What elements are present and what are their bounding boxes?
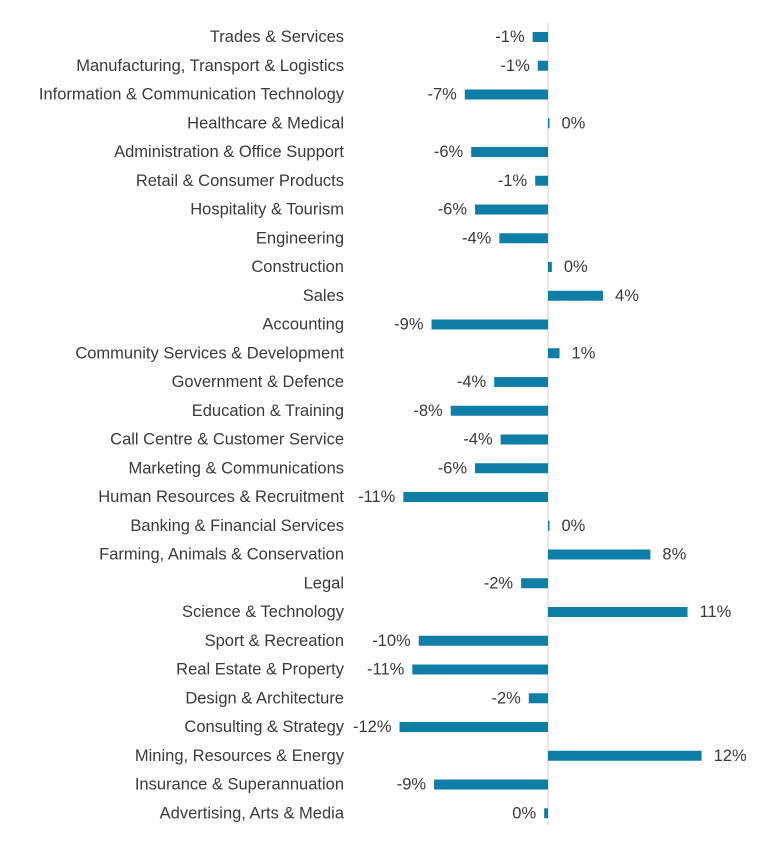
bar [475, 204, 548, 215]
value-label: 8% [662, 546, 686, 564]
value-label: -1% [498, 172, 528, 190]
category-label: Design & Architecture [185, 689, 344, 707]
value-label: -6% [438, 459, 468, 477]
category-label: Insurance & Superannuation [135, 776, 344, 794]
value-label: 0% [562, 114, 586, 132]
value-label: 0% [564, 258, 588, 276]
bar [548, 348, 560, 359]
bar [548, 520, 550, 531]
value-label: -2% [484, 574, 514, 592]
labels-layer: Trades & Services -1% Manufacturing, Trans… [39, 28, 747, 822]
category-label: Community Services & Development [75, 344, 344, 362]
bar [418, 635, 548, 646]
bar [521, 578, 548, 589]
category-label: Call Centre & Customer Service [110, 431, 344, 449]
category-label: Education & Training [192, 402, 344, 420]
category-label: Real Estate & Property [176, 661, 345, 679]
bar [494, 377, 548, 387]
category-label: Consulting & Strategy [184, 718, 344, 736]
value-label: -1% [495, 28, 525, 46]
value-label: -11% [358, 488, 396, 506]
category-label: Construction [251, 258, 344, 276]
value-label: 4% [615, 287, 639, 305]
bar [548, 750, 702, 761]
value-label: 12% [714, 747, 747, 765]
bar [548, 118, 550, 129]
value-label: -1% [500, 57, 530, 75]
bar [500, 434, 548, 445]
category-label: Human Resources & Recruitment [98, 488, 344, 506]
category-label: Science & Technology [182, 603, 345, 621]
value-label: -12% [353, 718, 392, 736]
value-label: -10% [372, 632, 411, 650]
category-label: Farming, Animals & Conservation [99, 546, 344, 564]
bar [499, 233, 548, 244]
value-label: -9% [394, 316, 424, 334]
bar [548, 607, 688, 617]
category-label: Mining, Resources & Energy [135, 747, 345, 765]
category-label: Retail & Consumer Products [136, 172, 344, 190]
value-label: -6% [434, 143, 464, 161]
category-label: Advertising, Arts & Media [160, 804, 345, 822]
bar [399, 722, 548, 732]
value-label: -7% [427, 86, 457, 104]
bar [548, 549, 651, 560]
value-label: -4% [457, 373, 487, 391]
bar [403, 492, 548, 502]
category-label: Trades & Services [210, 28, 344, 46]
bar [431, 319, 548, 330]
bar [537, 60, 548, 71]
bar [434, 779, 548, 790]
category-label: Healthcare & Medical [187, 114, 344, 132]
bar [535, 175, 548, 186]
bar [450, 405, 548, 416]
category-label: Marketing & Communications [129, 459, 345, 477]
value-label: -2% [491, 689, 521, 707]
bar [471, 147, 548, 157]
category-label: Sport & Recreation [205, 632, 344, 650]
category-label: Administration & Office Support [114, 143, 344, 161]
category-label: Engineering [256, 229, 344, 247]
value-label: -8% [413, 402, 443, 420]
value-label: 0% [512, 804, 536, 822]
value-label: -6% [438, 201, 468, 219]
value-label: -4% [462, 229, 492, 247]
category-label: Legal [304, 574, 344, 592]
bar [544, 808, 548, 819]
bar [548, 290, 604, 301]
bar [532, 32, 548, 42]
value-label: 0% [562, 517, 586, 535]
value-label: -4% [463, 431, 493, 449]
value-label: 1% [572, 344, 596, 362]
category-label: Information & Communication Technology [39, 86, 345, 104]
bars-layer [399, 32, 702, 819]
category-label: Hospitality & Tourism [190, 201, 344, 219]
bar [412, 664, 548, 675]
category-label: Sales [303, 287, 344, 305]
bar [528, 693, 548, 704]
bar [475, 463, 548, 474]
bar [548, 262, 552, 272]
value-label: -11% [367, 661, 405, 679]
value-label: 11% [700, 603, 732, 621]
category-label: Accounting [262, 316, 344, 334]
category-label: Banking & Financial Services [130, 517, 344, 535]
bar [464, 89, 548, 100]
category-label: Manufacturing, Transport & Logistics [76, 57, 344, 75]
category-label: Government & Defence [172, 373, 344, 391]
value-label: -9% [397, 776, 427, 794]
